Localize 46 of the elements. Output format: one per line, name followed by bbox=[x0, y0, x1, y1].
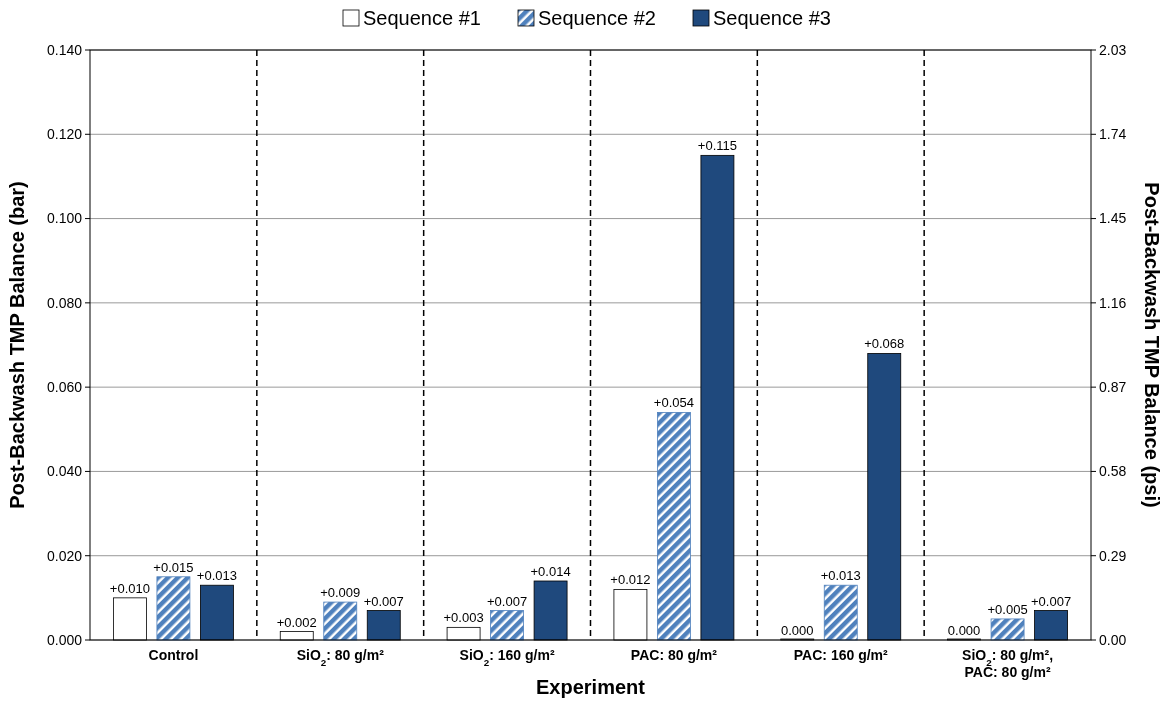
x-tick-label: Control bbox=[148, 647, 199, 663]
y-axis-title: Post-Backwash TMP Balance (bar) bbox=[6, 181, 28, 509]
data-label: +0.003 bbox=[443, 610, 484, 626]
data-label: +0.054 bbox=[653, 395, 694, 411]
y-tick-label: 0.040 bbox=[46, 463, 83, 480]
y2-tick-label: 1.16 bbox=[1099, 294, 1127, 311]
y2-tick-label: 1.74 bbox=[1099, 126, 1127, 143]
data-label: +0.014 bbox=[530, 564, 571, 579]
y2-tick-label: 0.00 bbox=[1099, 631, 1127, 648]
y2-axis-title: Post-Backwash TMP Balance (psi) bbox=[1141, 182, 1163, 508]
y-tick-label: 0.120 bbox=[46, 126, 83, 143]
x-axis-title: Experiment bbox=[536, 676, 646, 698]
data-label: 0.000 bbox=[947, 623, 981, 638]
x-tick-label: PAC: 80 g/m² bbox=[630, 647, 718, 663]
legend-label: Sequence #3 bbox=[713, 7, 831, 29]
data-label: 0.000 bbox=[780, 623, 814, 638]
y2-tick-label: 0.87 bbox=[1099, 379, 1127, 396]
y-tick-label: 0.000 bbox=[46, 631, 83, 648]
x-tick-label: SiO$_{2}$: 80 g/m², PAC: 80 g/m² bbox=[962, 647, 1054, 680]
legend-label: Sequence #1 bbox=[363, 7, 481, 29]
data-label: +0.012 bbox=[610, 572, 651, 588]
legend-label: Sequence #2 bbox=[538, 7, 656, 29]
x-tick-label: SiO$_{2}$: 160 g/m² bbox=[459, 647, 555, 668]
data-label: +0.002 bbox=[276, 614, 317, 630]
y2-tick-label: 0.58 bbox=[1099, 463, 1127, 480]
data-label: +0.009 bbox=[320, 585, 361, 601]
data-label: +0.010 bbox=[109, 580, 150, 596]
data-label: +0.015 bbox=[153, 559, 194, 575]
y2-tick-label: 0.29 bbox=[1099, 547, 1127, 564]
y-tick-label: 0.080 bbox=[46, 294, 83, 311]
data-label: +0.013 bbox=[196, 568, 237, 584]
y-tick-label: 0.060 bbox=[46, 379, 83, 396]
x-tick-label: SiO$_{2}$: 80 g/m² bbox=[296, 647, 385, 668]
data-label: +0.115 bbox=[697, 138, 737, 154]
y2-tick-label: 1.45 bbox=[1099, 210, 1127, 227]
y2-tick-label: 2.03 bbox=[1099, 41, 1127, 58]
y-tick-label: 0.100 bbox=[46, 210, 83, 227]
data-label: +0.007 bbox=[1031, 593, 1072, 609]
y-tick-label: 0.140 bbox=[46, 41, 83, 58]
data-label: +0.013 bbox=[820, 568, 861, 584]
y-tick-label: 0.020 bbox=[46, 547, 83, 564]
x-tick-label: PAC: 160 g/m² bbox=[793, 647, 889, 663]
data-label: +0.068 bbox=[864, 336, 905, 352]
data-label: +0.007 bbox=[363, 593, 404, 609]
data-label: +0.005 bbox=[987, 601, 1028, 617]
data-label: +0.007 bbox=[487, 593, 528, 609]
